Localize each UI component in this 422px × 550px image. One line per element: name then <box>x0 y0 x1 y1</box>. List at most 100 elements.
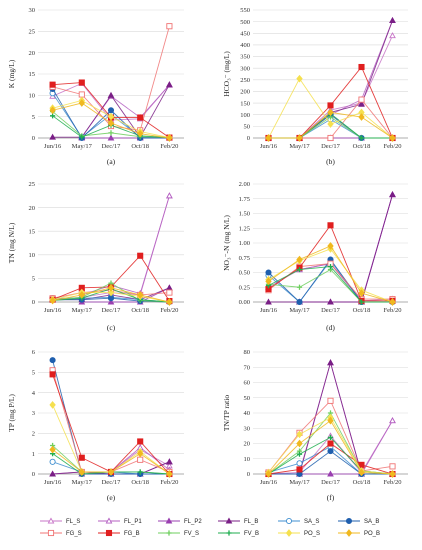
y-tick-label: 0.00 <box>239 299 250 306</box>
marker-FG_S <box>327 397 334 404</box>
marker-legend-FG_B <box>105 529 113 537</box>
y-tick-label: 25 <box>29 181 36 188</box>
marker-legend-FL_S <box>47 517 55 524</box>
y-tick-label: 300 <box>240 65 250 72</box>
marker-FG_B <box>49 81 56 88</box>
marker-legend-FL_P1 <box>105 517 113 524</box>
y-tick-label: 30 <box>244 425 251 432</box>
y-tick-label: 5 <box>32 114 35 121</box>
marker-FL_P1 <box>389 417 396 424</box>
y-tick-label: 10 <box>29 252 36 259</box>
panel-caption: (e) <box>107 493 116 502</box>
marker-FV_S <box>296 284 303 290</box>
marker-PO_B <box>137 129 144 138</box>
series-PO_S <box>265 245 396 306</box>
marker-FL_S <box>389 32 396 39</box>
x-tick-label: Dec/17 <box>102 479 122 486</box>
marker-FG_B <box>358 63 365 71</box>
y-tick-label: 200 <box>240 89 250 96</box>
x-tick-label: Oct/18 <box>353 143 371 150</box>
marker-FG_S <box>358 96 365 103</box>
y-tick-label: 400 <box>240 42 250 49</box>
series-PO_B <box>265 108 396 142</box>
marker-FG_B <box>327 440 334 447</box>
marker-PO_S <box>49 401 56 409</box>
marker-FV_B <box>296 451 303 457</box>
legend-label: FV_B <box>244 531 259 537</box>
y-tick-label: 550 <box>240 7 250 14</box>
y-tick-label: 4 <box>32 390 36 397</box>
marker-PO_B <box>166 134 173 142</box>
legend: FL_S FL_P1 FL_P2 FL_B SA_S SA_B FG_S FG_B FV_S FV… <box>40 517 380 537</box>
x-tick-label: Dec/17 <box>321 479 341 486</box>
y-tick-label: 2.00 <box>239 181 250 188</box>
marker-PO_B <box>389 470 396 478</box>
legend-item-FG_S: FG_S <box>40 529 82 537</box>
x-tick-label: Dec/17 <box>321 307 341 314</box>
marker-FL_P2 <box>327 470 334 477</box>
marker-FG_B <box>49 371 56 378</box>
y-tick-label: 0 <box>32 471 35 478</box>
marker-FL_B <box>389 191 396 198</box>
y-tick-label: 0 <box>32 135 35 142</box>
marker-PO_B <box>358 289 365 297</box>
marker-FL_B <box>107 91 115 98</box>
marker-SA_B <box>107 107 115 114</box>
marker-PO_B <box>327 416 334 425</box>
y-tick-label: 150 <box>240 100 250 107</box>
marker-FL_B <box>265 298 272 305</box>
marker-FL_B <box>358 100 365 107</box>
y-axis-label: TN/TP ratio <box>222 395 231 431</box>
marker-PO_B <box>49 296 56 305</box>
marker-FV_B <box>296 266 303 273</box>
marker-PO_B <box>327 108 334 117</box>
y-tick-label: 2 <box>32 431 35 438</box>
series-PO_B <box>265 416 396 478</box>
marker-legend-FL_P2 <box>165 517 173 524</box>
y-tick-label: 450 <box>240 30 250 37</box>
legend-label: FL_S <box>66 519 80 525</box>
series-line-FG_B <box>52 374 170 475</box>
marker-PO_S <box>296 430 303 439</box>
legend-item-FL_B: FL_B <box>218 517 258 525</box>
panel-caption: (c) <box>107 323 116 332</box>
y-tick-label: 250 <box>240 77 250 84</box>
chart-panel-2: 0 5 10 15 20 25 Jun/16 May/17 Dec/17 Oct/18 Feb/20… <box>7 181 184 332</box>
x-tick-label: Jun/16 <box>260 143 278 150</box>
marker-PO_B <box>358 468 365 477</box>
marker-PO_B <box>49 106 56 115</box>
marker-FV_B <box>327 434 334 440</box>
chart-panel-0: 0 5 10 15 20 25 30 Jun/16 May/17 Dec/17 Oct/18 Feb/… <box>7 7 184 166</box>
y-tick-label: 1 <box>32 451 35 458</box>
legend-label: FG_B <box>124 531 140 537</box>
legend-label: FG_S <box>66 531 82 537</box>
x-tick-label: Feb/20 <box>160 479 178 486</box>
x-tick-label: Feb/20 <box>383 307 401 314</box>
marker-PO_B <box>327 242 334 250</box>
x-tick-label: Dec/17 <box>102 143 122 150</box>
marker-FL_B <box>49 133 56 140</box>
y-tick-label: 0.75 <box>239 255 250 262</box>
marker-PO_B <box>296 134 303 142</box>
y-tick-label: 80 <box>244 349 251 356</box>
marker-FG_B <box>296 466 303 473</box>
marker-PO_B <box>296 255 303 264</box>
legend-item-SA_S: SA_S <box>278 517 319 525</box>
x-tick-label: May/17 <box>289 307 310 314</box>
y-tick-label: 350 <box>240 54 250 61</box>
marker-PO_B <box>107 119 115 127</box>
x-tick-label: Jun/16 <box>44 307 62 314</box>
x-tick-label: Jun/16 <box>44 479 62 486</box>
y-tick-label: 0 <box>247 471 250 478</box>
series-line-FL_P2 <box>81 287 170 303</box>
marker-PO_B <box>107 468 115 476</box>
series-FL_P1 <box>78 192 173 298</box>
marker-legend-FG_S <box>47 529 55 537</box>
panel-caption: (b) <box>326 157 335 166</box>
y-tick-label: 0 <box>32 299 35 306</box>
x-tick-label: May/17 <box>289 479 310 486</box>
y-tick-label: 20 <box>29 205 36 212</box>
y-tick-label: 10 <box>244 456 251 463</box>
chart-panel-1: 0 50 100 150 200 250 300 350 400 450 500 550 Jun/16 M… <box>222 7 408 166</box>
